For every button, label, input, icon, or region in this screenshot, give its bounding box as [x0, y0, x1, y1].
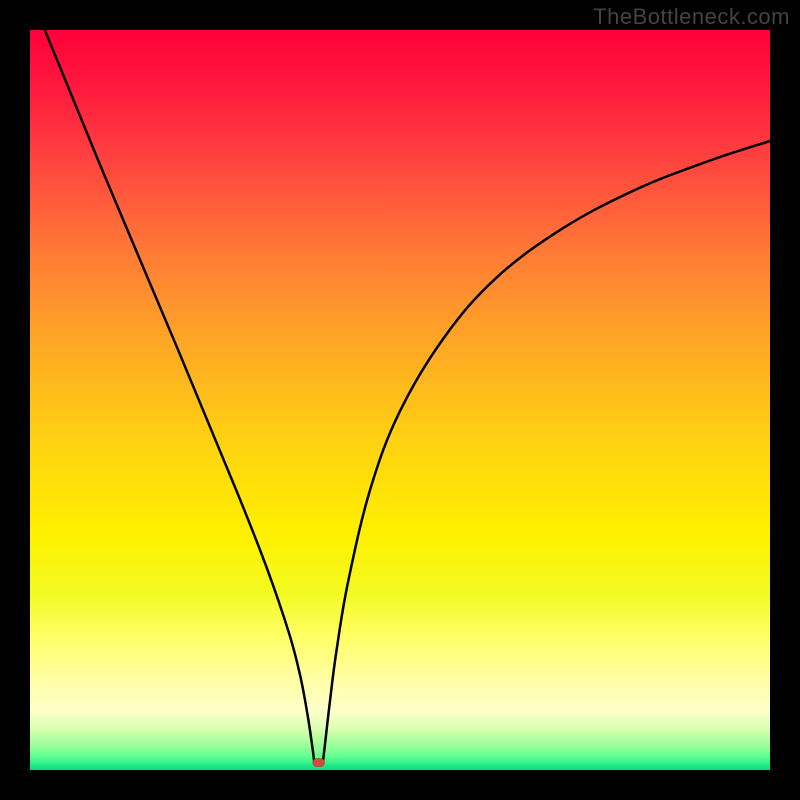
plot-area [30, 30, 770, 770]
gradient-background [30, 30, 770, 770]
vertex-marker [313, 759, 325, 767]
plot-svg [30, 30, 770, 770]
watermark-text: TheBottleneck.com [593, 4, 790, 30]
chart-frame: TheBottleneck.com [0, 0, 800, 800]
